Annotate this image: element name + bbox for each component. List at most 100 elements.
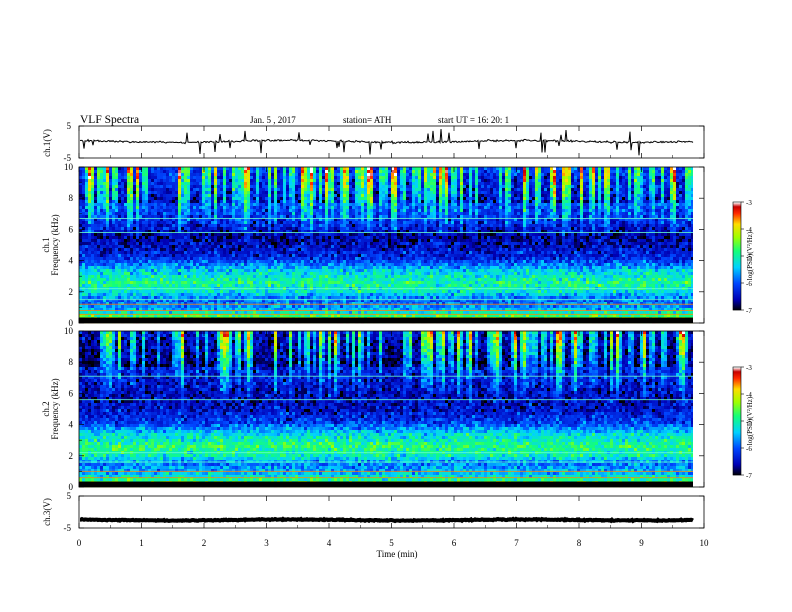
spectrogram-cell [133,224,136,227]
spectrogram-cell [97,221,100,224]
spectrogram-cell [124,257,127,260]
spectrogram-cell [91,260,94,263]
spectrogram-cell [106,215,109,218]
spectrogram-cell [109,197,112,200]
spectrogram-cell [100,302,103,305]
spectrogram-cell [139,275,142,278]
spectrogram-cell [85,242,88,245]
spectrogram-cell [106,293,109,296]
spectrogram-cell [106,188,109,191]
spectrogram-cell [94,275,97,278]
spectrogram-cell [136,245,139,248]
spectrogram-cell [85,221,88,224]
spectrogram-cell [82,215,85,218]
spectrogram-cell [82,266,85,269]
spectrogram-cell [91,242,94,245]
spectrogram-cell [139,305,142,308]
spectrogram-cell [124,209,127,212]
spectrogram-cell [130,200,133,203]
spectrogram-cell [88,212,91,215]
spectrogram-cell [118,284,121,287]
spectrogram-cell [124,239,127,242]
spectrogram-cell [112,179,115,182]
spectrogram-cell [106,266,109,269]
spectrogram-cell [115,239,118,242]
spectrogram-cell [91,224,94,227]
spectrogram-cell [91,209,94,212]
spectrogram-cell [88,266,91,269]
spectrogram-cell [94,293,97,296]
spectrogram-cell [139,290,142,293]
spectrogram-cell [82,239,85,242]
spectrogram-cell [79,167,82,170]
spectrogram-cell [109,206,112,209]
spectrogram-cell [118,212,121,215]
spectrogram-cell [142,176,145,179]
spectrogram-cell [109,167,112,170]
spectrogram-cell [85,305,88,308]
spectrogram-cell [103,305,106,308]
spectrogram-cell [118,191,121,194]
spectrogram-cell [112,284,115,287]
spectrogram-cell [97,281,100,284]
spectrogram-cell [127,260,130,263]
spectrogram-cell [121,179,124,182]
spectrogram-cell [82,257,85,260]
spectrogram-cell [82,173,85,176]
spectrogram-cell [127,224,130,227]
spectrogram-cell [97,185,100,188]
spectrogram-cell [94,233,97,236]
spectrogram-cell [85,263,88,266]
spectrogram-cell [94,242,97,245]
spectrogram-cell [124,272,127,275]
spectrogram-cell [79,254,82,257]
spectrogram-cell [88,272,91,275]
spectrogram-cell [136,272,139,275]
spectrogram-cell [79,293,82,296]
spectrogram-cell [109,305,112,308]
spectrogram-cell [79,176,82,179]
spectrogram-cell [106,182,109,185]
spectrogram-cell [136,284,139,287]
spectrogram-cell [103,239,106,242]
spectrogram-cell [100,212,103,215]
spectrogram-cell [88,242,91,245]
spectrogram-cell [106,302,109,305]
spectrogram-cell [139,272,142,275]
spectrogram-cell [112,203,115,206]
spectrogram-cell [115,212,118,215]
spectrogram-cell [112,206,115,209]
spectrogram-cell [130,206,133,209]
spectrogram-cell [139,245,142,248]
spectrogram-cell [130,215,133,218]
spectrogram-cell [91,311,94,314]
spectrogram-cell [118,221,121,224]
spectrogram-cell [133,290,136,293]
spectrogram-cell [103,260,106,263]
spectrogram-cell [100,206,103,209]
spectrogram-cell [88,206,91,209]
spectrogram-cell [97,170,100,173]
spectrogram-cell [112,290,115,293]
spectrogram-cell [85,257,88,260]
spectrogram-cell [100,200,103,203]
spectrogram-cell [121,233,124,236]
spectrogram-cell [112,212,115,215]
spectrogram-cell [127,170,130,173]
spectrogram-cell [139,179,142,182]
spectrogram-cell [136,176,139,179]
spectrogram-cell [88,191,91,194]
spectrogram-cell [79,281,82,284]
spectrogram-cell [79,236,82,239]
spectrogram-cell [142,167,145,170]
spectrogram-cell [112,191,115,194]
spectrogram-cell [118,242,121,245]
spectrogram-cell [115,248,118,251]
spectrogram-cell [118,197,121,200]
spectrogram-cell [127,290,130,293]
spectrogram-cell [136,281,139,284]
spectrogram-cell [112,269,115,272]
spectrogram-cell [130,290,133,293]
spectrogram-cell [112,194,115,197]
spectrogram-cell [91,179,94,182]
